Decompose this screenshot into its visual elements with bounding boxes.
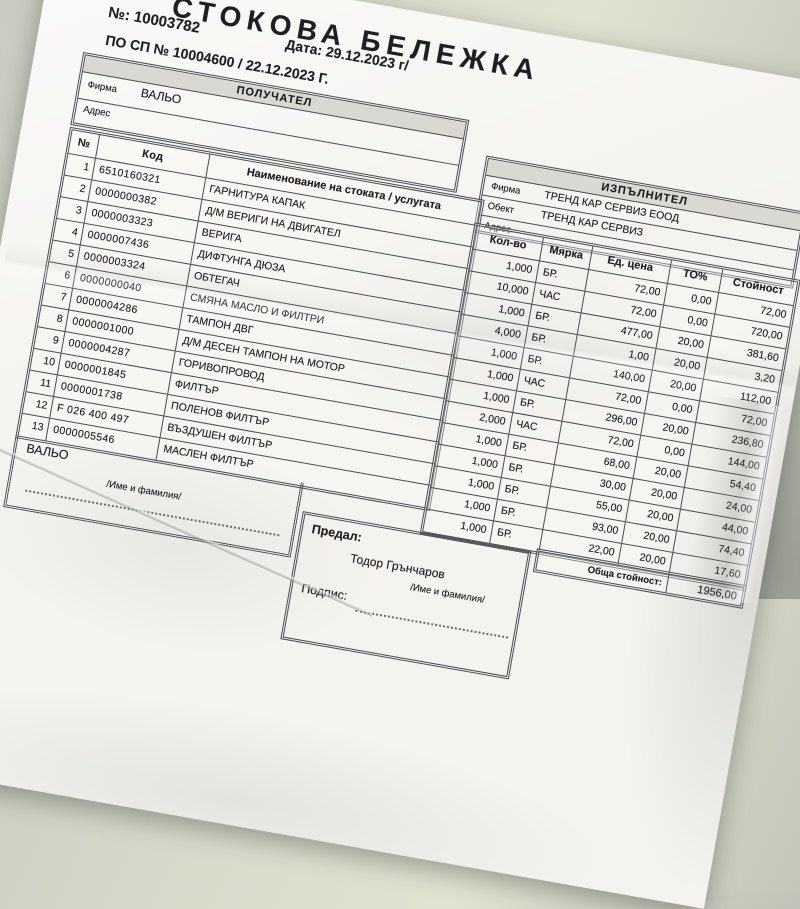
paper-sheet: СТОКОВА БЕЛЕЖКА №: 10003782 Дата: 29.12.…	[0, 0, 800, 867]
handed-by-label: Предал:	[310, 522, 363, 545]
document-title: СТОКОВА БЕЛЕЖКА	[169, 0, 543, 87]
signature-line	[355, 608, 509, 639]
recipient-address-value	[128, 117, 140, 122]
items-table-right: Кол-во Мярка Ед. цена ТО% Стойност 1,000…	[419, 222, 800, 592]
handed-by-caption: /Име и фамилия/	[409, 581, 486, 606]
handed-by-name: Тодор Грънчаров	[349, 551, 446, 582]
recipient-name-caption: /Име и фамилия/	[105, 478, 182, 503]
header-no: №	[68, 130, 101, 158]
table-body-right: 1,000 БР. 72,00 0,00 72,00 10,000 ЧАС 72…	[423, 249, 793, 588]
signature-label: Подпис:	[300, 581, 349, 603]
recipient-signature-name: ВАЛЬО	[25, 441, 70, 463]
